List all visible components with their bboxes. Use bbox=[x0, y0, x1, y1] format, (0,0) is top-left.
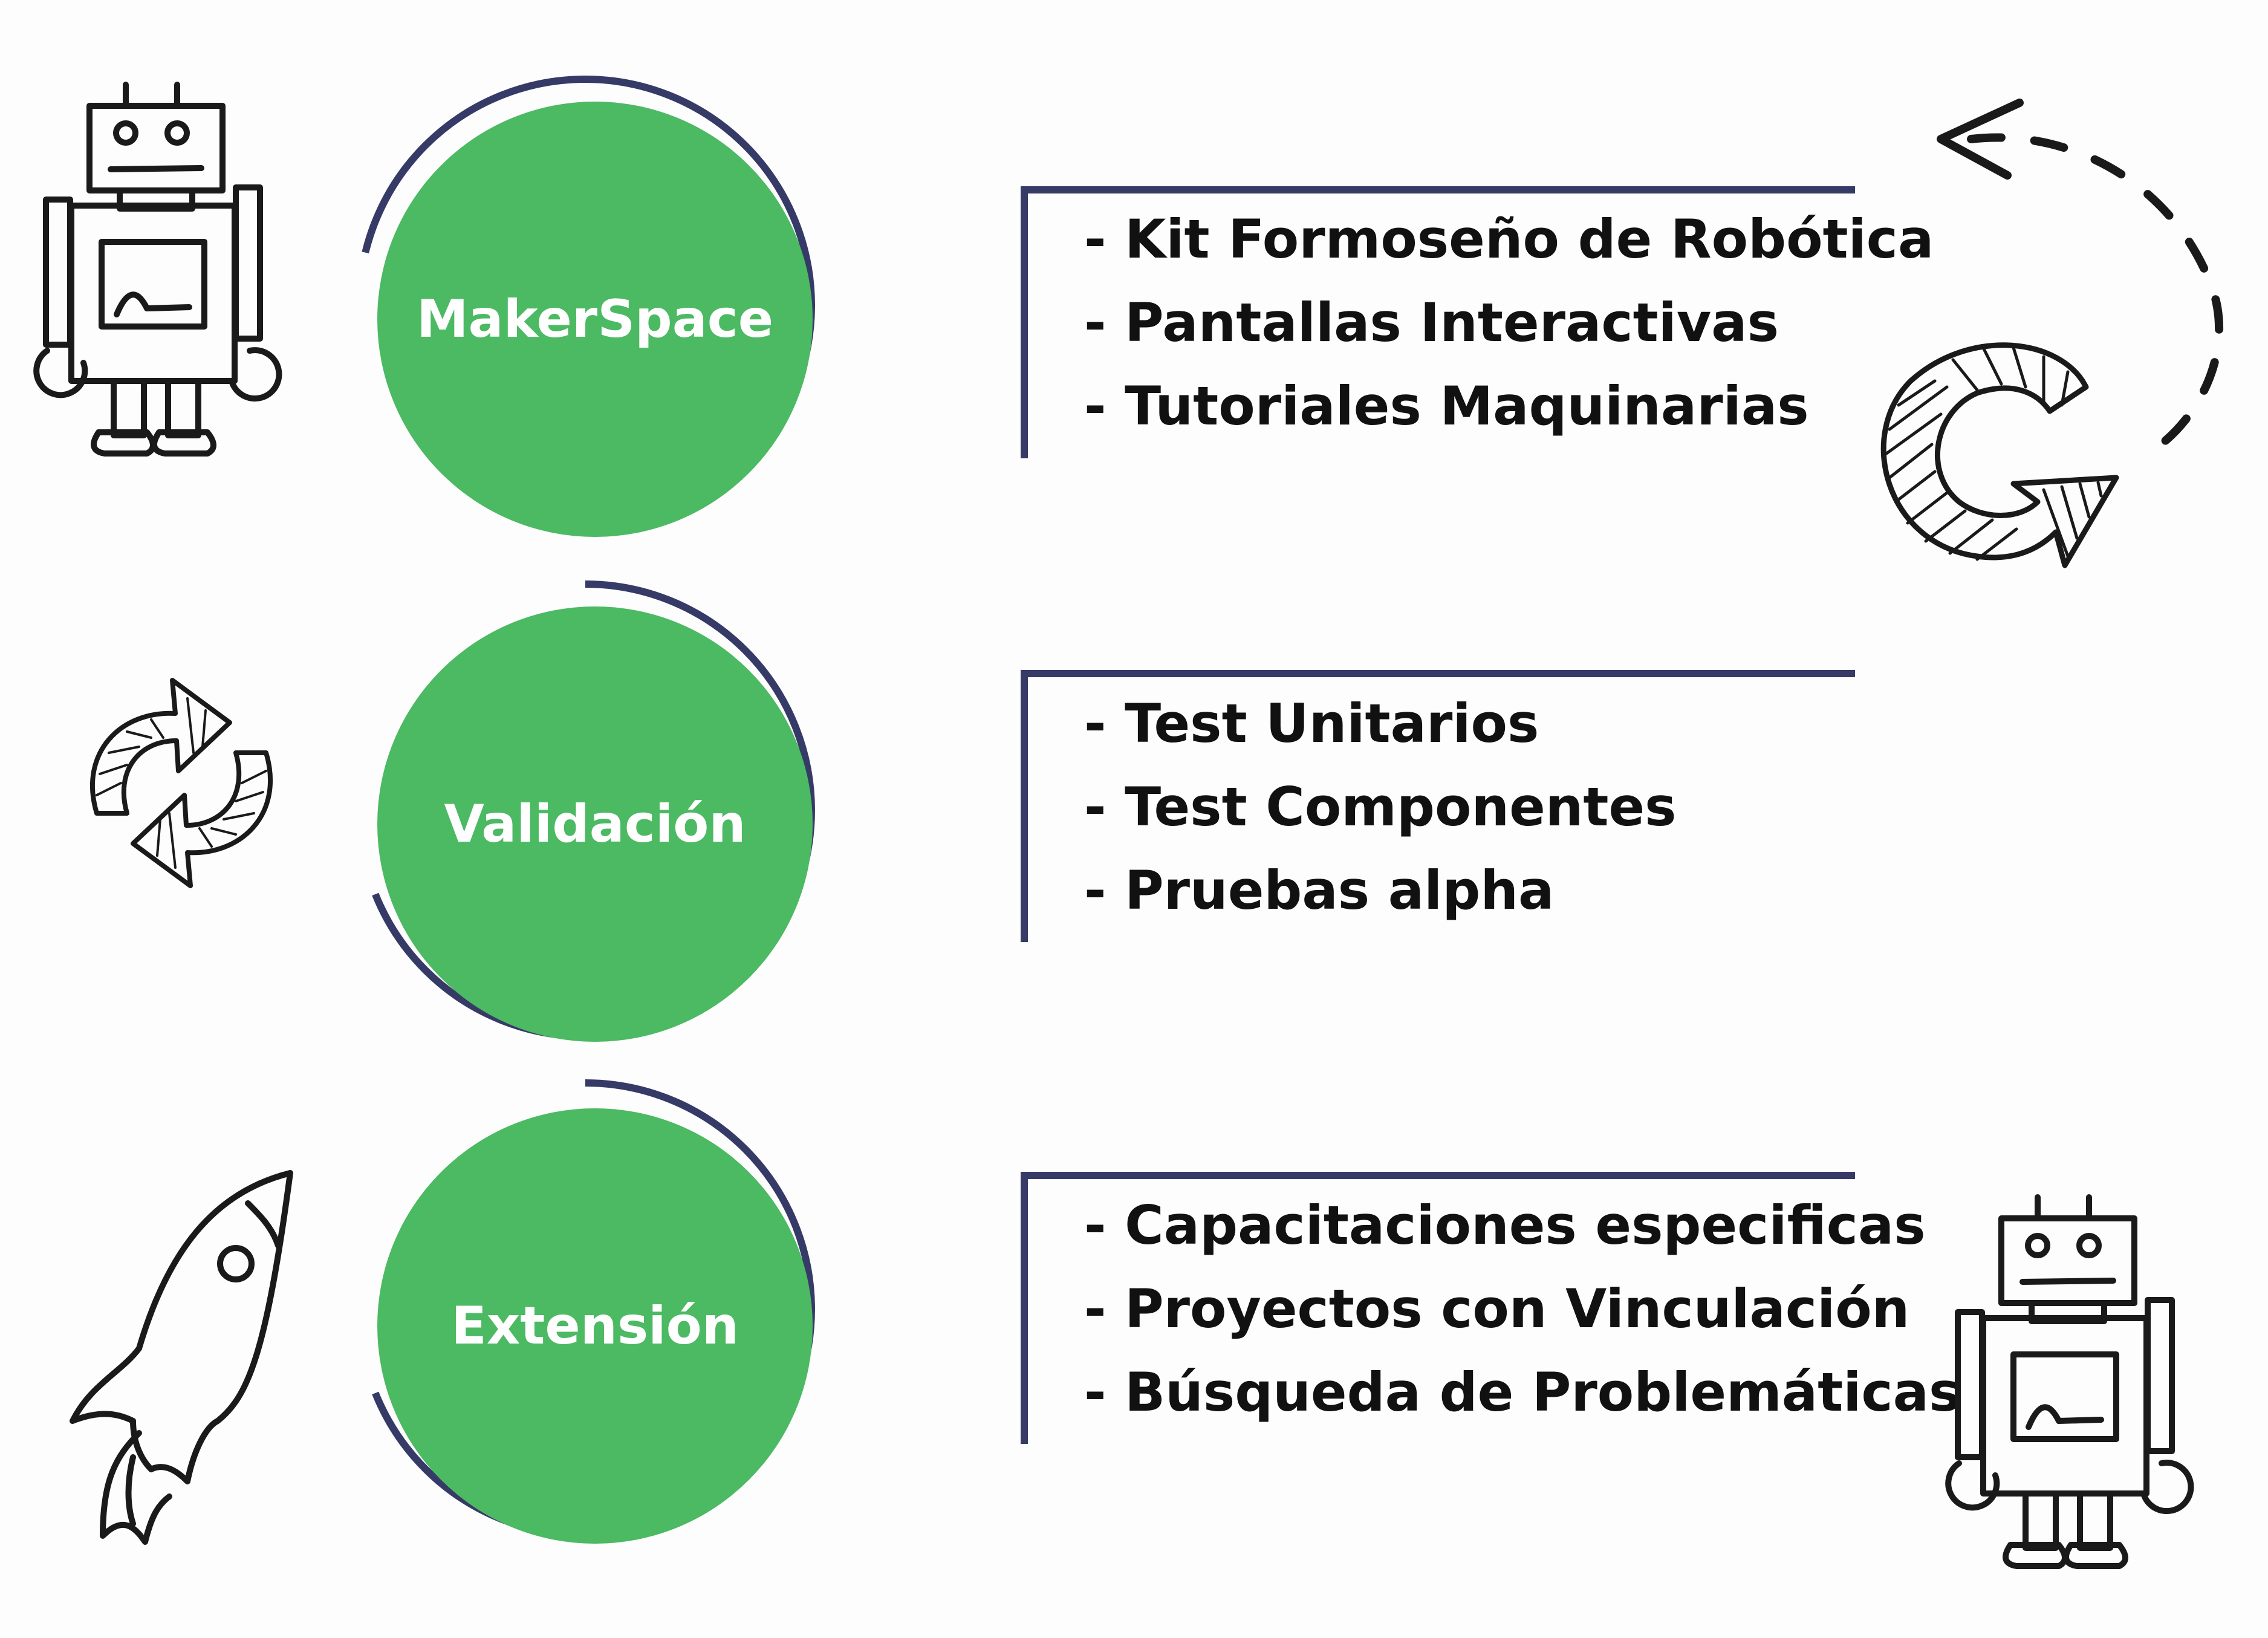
stage-2-list: - Test Unitarios - Test Componentes - Pr… bbox=[1084, 682, 1677, 932]
dashed-arrow-icon bbox=[1937, 99, 2224, 446]
hatched-curved-arrow-icon bbox=[1880, 342, 2119, 568]
robot-icon bbox=[33, 82, 282, 457]
list-item: - Búsqueda de Problemáticas bbox=[1084, 1361, 1961, 1423]
list-item: - Kit Formoseño de Robótica bbox=[1084, 208, 1934, 270]
stage-1-list: - Kit Formoseño de Robótica - Pantallas … bbox=[1084, 198, 1934, 448]
list-item: - Proyectos con Vinculación bbox=[1084, 1278, 1910, 1340]
stage-3-list: - Capacitaciones especificas - Proyectos… bbox=[1084, 1184, 1960, 1434]
stage-3-bracket bbox=[1021, 1172, 1855, 1444]
stage-1-circle: MakerSpace bbox=[377, 102, 813, 537]
list-item: - Tutoriales Maquinarias bbox=[1084, 375, 1809, 437]
list-item: - Test Unitarios bbox=[1084, 692, 1539, 755]
stage-2-circle: Validación bbox=[377, 606, 813, 1042]
stage-3-circle: Extensión bbox=[377, 1108, 813, 1544]
list-item: - Test Componentes bbox=[1084, 776, 1677, 838]
robot-icon bbox=[1945, 1194, 2194, 1569]
stage-1-bracket bbox=[1021, 186, 1855, 458]
rocket-icon bbox=[70, 1170, 293, 1545]
refresh-cycle-icon bbox=[89, 678, 273, 888]
list-item: - Pantallas Interactivas bbox=[1084, 291, 1779, 354]
stage-1-title: MakerSpace bbox=[416, 289, 774, 349]
list-item: - Pruebas alpha bbox=[1084, 859, 1555, 921]
stage-2-title: Validación bbox=[444, 794, 746, 854]
stage-2-bracket bbox=[1021, 670, 1855, 942]
list-item: - Capacitaciones especificas bbox=[1084, 1194, 1926, 1256]
stage-3-title: Extensión bbox=[451, 1296, 739, 1356]
